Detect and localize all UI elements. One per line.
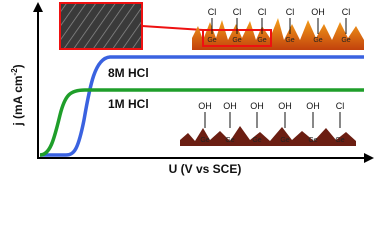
surface-group: OH [250,101,264,111]
surface-group: OH [223,101,237,111]
surface-atom: Ge [285,37,294,44]
curve-8m [40,55,364,157]
y-label: j (mA cm-2) [10,64,25,126]
surface-group: Cl [258,7,267,17]
surface-atom: Ge [308,137,317,144]
surface-group: Cl [286,7,295,17]
surface-atom: Ge [200,137,209,144]
y-arrow [33,2,43,12]
surface-atom: Ge [257,37,266,44]
surface-group: OH [278,101,292,111]
curve-label: 1M HCl [108,97,149,111]
top-surface [192,18,364,50]
surface-group: Cl [233,7,242,17]
surface-group: Cl [342,7,351,17]
surface-group: OH [311,7,325,17]
surface-group: Cl [208,7,217,17]
sem-inset [59,2,143,50]
surface-atom: Ge [252,137,261,144]
surface-atom: Ge [225,137,234,144]
surface-atom: Ge [280,137,289,144]
surface-atom: Ge [313,37,322,44]
surface-atom: Ge [335,137,344,144]
curve-1m [39,88,364,157]
x-label: U (V vs SCE) [169,162,242,176]
surface-atom: Ge [341,37,350,44]
bottom-surface [180,126,356,146]
surface-group: Cl [336,101,345,111]
surface-atom: Ge [207,37,216,44]
curve-label: 8M HCl [108,66,149,80]
zoom-line [141,25,204,31]
figure: j (mA cm-2) U (V vs SCE) 8M HCl 1M HCl C… [10,2,374,176]
surface-group: OH [306,101,320,111]
surface-group: OH [198,101,212,111]
surface-atom: Ge [232,37,241,44]
x-arrow [364,153,374,163]
